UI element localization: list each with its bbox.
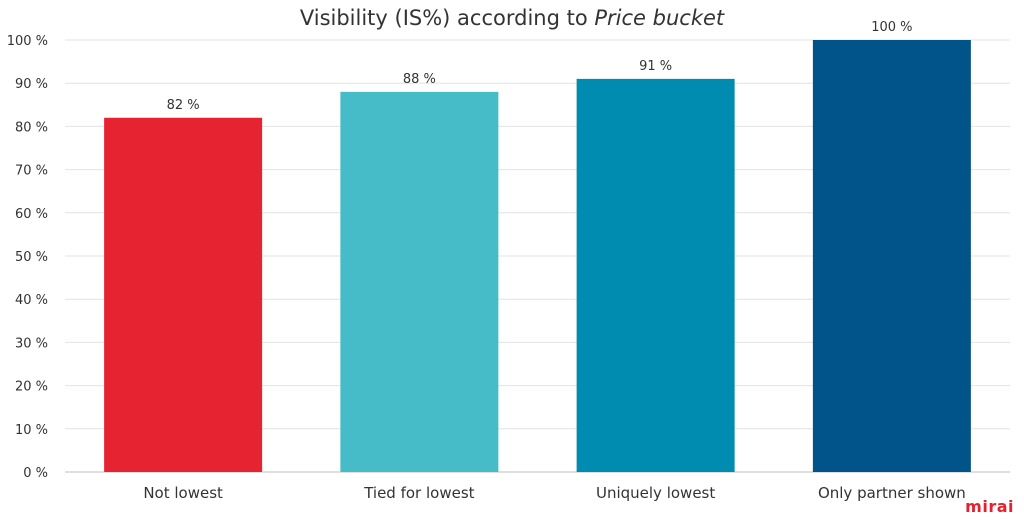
y-tick-label: 80 % [15,120,48,135]
y-tick-label: 40 % [15,293,48,308]
chart-title-main: Visibility (IS%) according to [299,6,588,30]
y-tick-label: 0 % [23,466,48,481]
bars: 82 % 88 % 91 % 100 % [104,20,971,472]
y-tick-label: 70 % [15,164,48,179]
data-label: 88 % [403,72,436,87]
bar [576,78,735,472]
bar [340,91,499,472]
x-tick-label: Uniquely lowest [596,484,715,502]
y-tick-label: 100 % [7,34,48,49]
chart-title: Visibility (IS%) according to Price buck… [0,6,1024,30]
y-tick-label: 90 % [15,77,48,92]
axes: 0 % 10 % 20 % 30 % 40 % 50 % 60 % 70 % 80 % 90 % 1… [7,34,966,502]
data-label: 91 % [639,59,672,74]
y-tick-label: 50 % [15,250,48,265]
bar [104,117,263,472]
x-tick-label: Not lowest [143,484,223,502]
x-tick-label: Only partner shown [818,484,966,502]
data-label: 82 % [167,98,200,113]
bar [812,40,971,472]
y-tick-label: 60 % [15,207,48,222]
y-tick-label: 20 % [15,380,48,395]
mirai-logo: mirai [965,497,1014,516]
x-tick-label: Tied for lowest [363,484,474,502]
y-tick-label: 10 % [15,423,48,438]
y-tick-label: 30 % [15,336,48,351]
data-label: 100 % [871,20,912,35]
chart-title-emphasis: Price bucket [594,6,725,30]
